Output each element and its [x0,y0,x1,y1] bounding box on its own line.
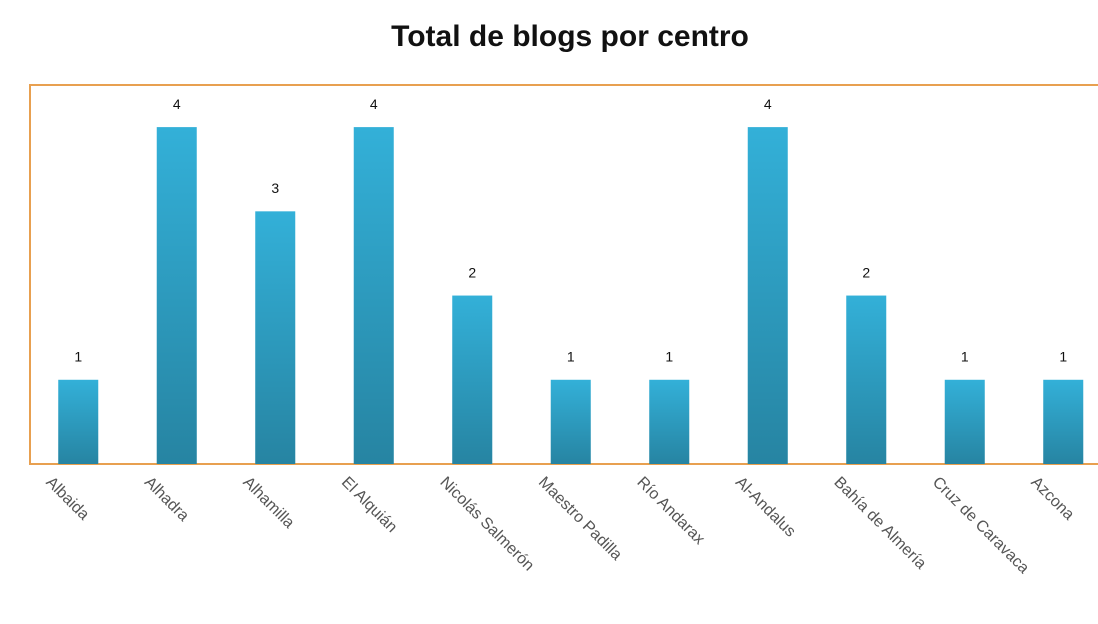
bar-shade [452,295,493,464]
bar-shade [550,379,591,464]
value-label: 3 [271,180,279,196]
value-label: 4 [764,96,772,112]
x-tick-label: Nicolás Salmerón [436,474,537,575]
value-label: 1 [1059,348,1067,364]
bar-shade [649,379,690,464]
x-tick-label: Albaida [42,474,92,524]
bar-shade [1043,379,1084,464]
bar-shade [944,379,985,464]
x-tick-label: Bahía de Almería [830,474,929,573]
bar-shade [58,379,99,464]
x-tick-label: Alhadra [141,474,192,525]
bar-shade [156,127,197,464]
x-tick-label: Cruz de Caravaca [929,474,1032,577]
x-tick-label: Alhamilla [239,474,297,532]
x-tick-label: Río Andarax [633,474,707,548]
x-tick-label: Al-Andalus [732,474,799,541]
x-tick-label: Azcona [1027,474,1077,524]
x-tick-label: El Alquián [338,474,400,536]
value-label: 1 [567,348,575,364]
chart-title: Total de blogs por centro [391,20,749,53]
x-tick-label: Maestro Padilla [535,474,625,564]
value-label: 4 [370,96,378,112]
value-label: 1 [961,348,969,364]
value-label: 1 [74,348,82,364]
value-label: 1 [665,348,673,364]
value-label: 2 [468,264,476,280]
bar-shade [747,127,788,464]
bar-shade [846,295,887,464]
bar-shade [353,127,394,464]
bar-shade [255,211,296,464]
value-label: 4 [173,96,181,112]
value-label: 2 [862,264,870,280]
